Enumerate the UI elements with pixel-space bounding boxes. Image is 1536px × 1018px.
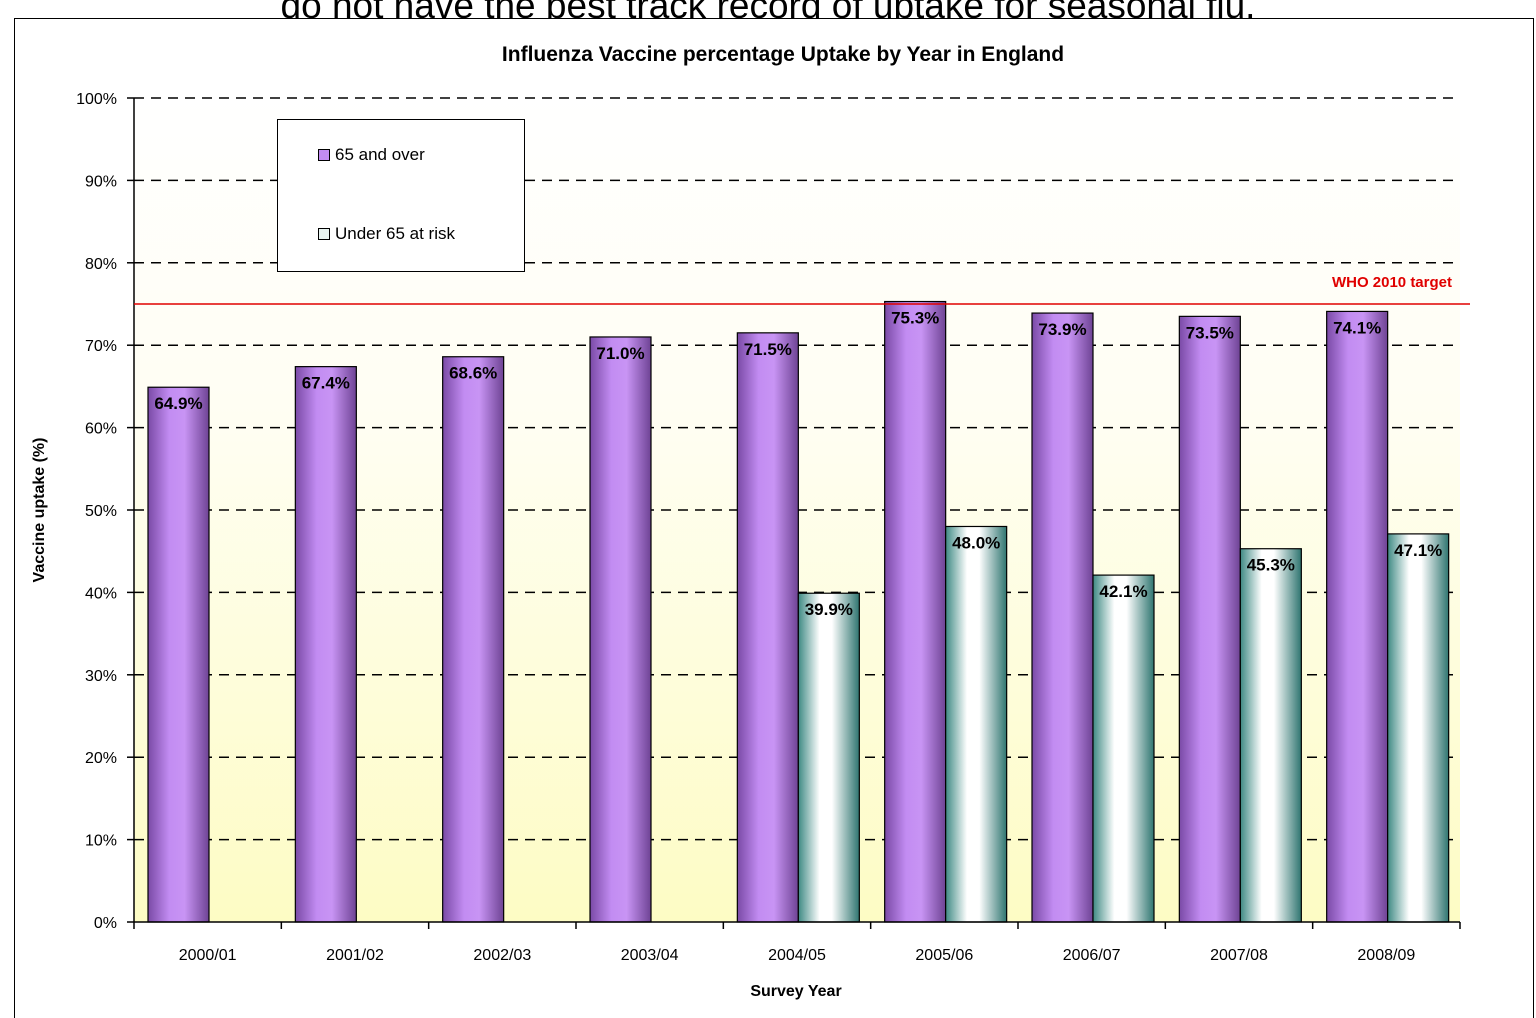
data-label-65-and-over: 64.9%: [154, 394, 202, 413]
x-tick-label: 2006/07: [1063, 947, 1121, 964]
bar-under-65-at-risk: [1092, 574, 1155, 923]
legend-item-under-65-at-risk: Under 65 at risk: [318, 224, 455, 244]
x-tick-label: 2008/09: [1357, 947, 1415, 964]
x-tick-label: 2005/06: [915, 947, 973, 964]
bar-65-and-over: [736, 332, 799, 923]
bar-under-65-at-risk: [797, 592, 860, 923]
bar-under-65-at-risk: [1387, 533, 1450, 923]
bars: [147, 300, 1450, 923]
y-tick-label: 100%: [76, 91, 117, 108]
data-label-65-and-over: 73.9%: [1038, 320, 1086, 339]
y-tick-label: 50%: [85, 503, 117, 520]
data-label-65-and-over: 68.6%: [449, 364, 497, 383]
bar-65-and-over: [442, 356, 505, 923]
bar-65-and-over: [1031, 312, 1094, 923]
x-tick-label: 2001/02: [326, 947, 384, 964]
legend-item-65-and-over: 65 and over: [318, 145, 425, 165]
data-label-under-65-at-risk: 48.0%: [952, 533, 1000, 552]
y-tick-label: 90%: [85, 173, 117, 190]
data-label-under-65-at-risk: 42.1%: [1099, 582, 1147, 601]
y-tick-label: 80%: [85, 256, 117, 273]
bar-under-65-at-risk: [1239, 548, 1302, 923]
y-axis-title: Vaccine uptake (%): [31, 438, 48, 583]
bar-65-and-over: [589, 336, 652, 923]
y-tick-label: 30%: [85, 668, 117, 685]
y-tick-label: 40%: [85, 585, 117, 602]
y-tick-label: 0%: [94, 915, 117, 932]
chart-title: Influenza Vaccine percentage Uptake by Y…: [502, 43, 1064, 66]
x-axis-title: Survey Year: [750, 983, 841, 1000]
y-tick-label: 60%: [85, 421, 117, 438]
bar-65-and-over: [147, 386, 210, 923]
legend-label: Under 65 at risk: [335, 224, 455, 243]
data-label-65-and-over: 73.5%: [1186, 323, 1234, 342]
legend: 65 and over Under 65 at risk: [277, 119, 525, 272]
data-label-65-and-over: 71.5%: [744, 340, 792, 359]
who-target-label: WHO 2010 target: [1332, 274, 1452, 291]
axes: 0% 10% 20% 30% 40% 50% 60% 70% 80% 90% 100% 2000/01…: [76, 91, 1470, 964]
data-label-65-and-over: 75.3%: [891, 309, 939, 328]
x-tick-label: 2003/04: [621, 947, 679, 964]
data-labels: 64.9% 67.4% 68.6% 71.0% 71.5% 39.9% 75.3% 48.0%…: [154, 309, 1442, 620]
x-tick-label: 2007/08: [1210, 947, 1268, 964]
bar-65-and-over: [1326, 310, 1389, 923]
teal-swatch-icon: [318, 228, 330, 240]
x-tick-label: 2004/05: [768, 947, 826, 964]
purple-swatch-icon: [318, 149, 330, 161]
bar-65-and-over: [884, 300, 947, 923]
data-label-under-65-at-risk: 45.3%: [1247, 556, 1295, 575]
y-tick-label: 20%: [85, 750, 117, 767]
data-label-under-65-at-risk: 39.9%: [805, 600, 853, 619]
data-label-under-65-at-risk: 47.1%: [1394, 541, 1442, 560]
bar-under-65-at-risk: [945, 525, 1008, 923]
data-label-65-and-over: 74.1%: [1333, 318, 1381, 337]
bar-65-and-over: [294, 366, 357, 923]
x-tick-label: 2000/01: [179, 947, 237, 964]
x-tick-label: 2002/03: [473, 947, 531, 964]
y-tick-label: 70%: [85, 338, 117, 355]
y-tick-label: 10%: [85, 833, 117, 850]
data-label-65-and-over: 71.0%: [596, 344, 644, 363]
data-label-65-and-over: 67.4%: [302, 374, 350, 393]
legend-label: 65 and over: [335, 145, 425, 164]
bar-65-and-over: [1178, 315, 1241, 923]
